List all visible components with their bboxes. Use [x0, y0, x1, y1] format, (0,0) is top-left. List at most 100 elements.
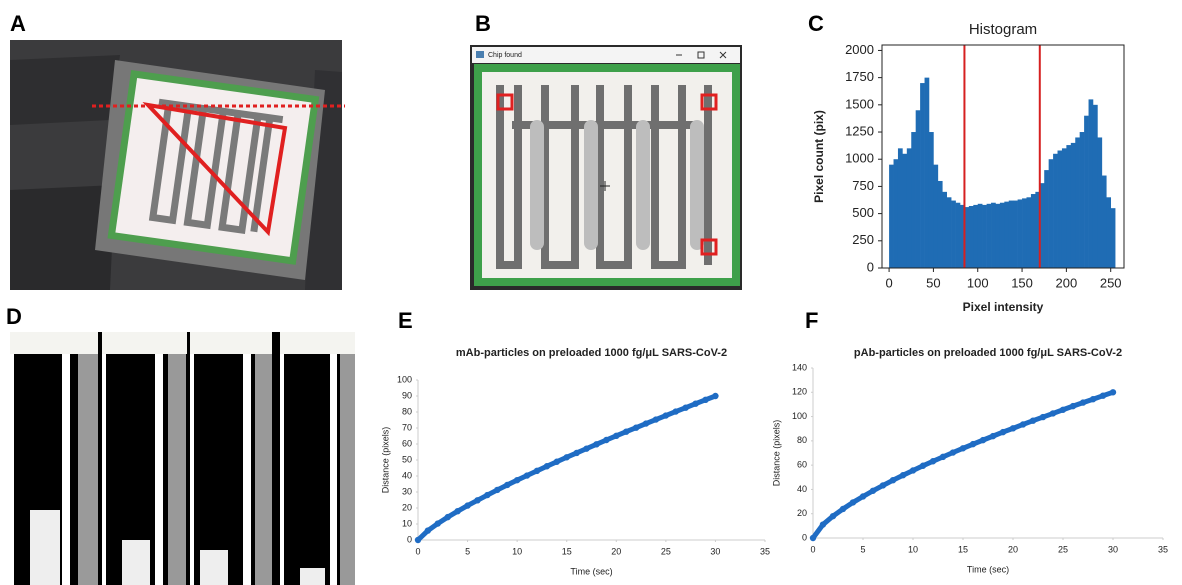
data-point [633, 424, 639, 430]
photo-d [10, 332, 355, 585]
panel-label: D [6, 304, 22, 329]
x-tick-label: 15 [562, 546, 572, 556]
y-tick-label: 250 [852, 232, 874, 247]
histogram-bar [1031, 194, 1036, 268]
histogram-bar [1084, 116, 1089, 268]
x-tick-label: 30 [710, 546, 720, 556]
data-point [850, 499, 856, 505]
data-point [1030, 418, 1036, 424]
histogram-bar [973, 205, 978, 268]
histogram-bar [987, 204, 992, 268]
x-tick-label: 250 [1100, 275, 1122, 290]
x-axis-label: Time (sec) [570, 566, 612, 576]
histogram-bar [951, 201, 956, 268]
histogram-bar [925, 78, 930, 268]
chart-title: pAb-particles on preloaded 1000 fg/μL SA… [854, 347, 1122, 359]
data-point [603, 437, 609, 443]
data-point [583, 445, 589, 451]
data-point [524, 472, 530, 478]
x-tick-label: 200 [1056, 275, 1078, 290]
x-axis-label: Pixel intensity [963, 300, 1044, 314]
histogram-bar [982, 205, 987, 268]
histogram-bar [1049, 159, 1054, 268]
data-point [1020, 421, 1026, 427]
x-tick-label: 10 [908, 544, 918, 554]
histogram-bar [911, 132, 916, 268]
panel-label: E [398, 308, 413, 333]
histogram-bar [969, 206, 974, 268]
x-tick-label: 150 [1011, 275, 1033, 290]
y-tick-label: 70 [402, 422, 412, 432]
y-tick-label: 750 [852, 178, 874, 193]
data-point [1040, 414, 1046, 420]
y-tick-label: 50 [402, 454, 412, 464]
data-point [544, 463, 550, 469]
histogram-bar [995, 204, 1000, 268]
x-tick-label: 35 [760, 546, 770, 556]
data-point [970, 441, 976, 447]
histogram-bar [894, 159, 899, 268]
data-point [920, 463, 926, 469]
y-tick-label: 20 [402, 502, 412, 512]
data-point [1080, 399, 1086, 405]
histogram-bar [1097, 137, 1102, 268]
x-tick-label: 25 [1058, 544, 1068, 554]
y-tick-label: 80 [797, 435, 807, 445]
data-point [415, 537, 421, 543]
y-tick-label: 20 [797, 508, 807, 518]
x-tick-label: 10 [512, 546, 522, 556]
data-point [990, 433, 996, 439]
x-tick-label: 35 [1158, 544, 1168, 554]
histogram-bar [907, 148, 912, 268]
data-point [870, 488, 876, 494]
y-tick-label: 0 [407, 534, 412, 544]
series-line [813, 392, 1113, 538]
data-point [573, 450, 579, 456]
histogram-bar [1102, 176, 1107, 268]
histogram-bar [1000, 203, 1005, 268]
y-tick-label: 40 [797, 484, 807, 494]
data-point [840, 506, 846, 512]
y-tick-label: 2000 [845, 42, 874, 57]
y-tick-label: 120 [792, 387, 807, 397]
data-point [890, 477, 896, 483]
y-tick-label: 0 [802, 532, 807, 542]
data-point [1050, 410, 1056, 416]
data-point [623, 428, 629, 434]
data-point [900, 472, 906, 478]
data-point [820, 521, 826, 527]
window-title: Chip found [488, 52, 522, 59]
y-tick-label: 90 [402, 390, 412, 400]
histogram-bar [1013, 201, 1018, 268]
data-point [464, 502, 470, 508]
y-tick-label: 1000 [845, 151, 874, 166]
data-point [860, 493, 866, 499]
photo-b: Chip found [470, 45, 742, 290]
x-tick-label: 100 [967, 275, 989, 290]
histogram-bar [929, 132, 934, 268]
data-point [702, 397, 708, 403]
x-tick-label: 0 [885, 275, 892, 290]
x-tick-label: 0 [810, 544, 815, 554]
data-point [435, 520, 441, 526]
x-tick-label: 20 [611, 546, 621, 556]
histogram-bar [1111, 208, 1116, 268]
data-point [534, 468, 540, 474]
chart-title: Histogram [969, 21, 1037, 38]
data-point [1100, 392, 1106, 398]
histogram-bar [1022, 198, 1027, 268]
data-point [564, 454, 570, 460]
data-point [673, 408, 679, 414]
data-point [504, 482, 510, 488]
data-point [1110, 389, 1116, 395]
data-point [484, 492, 490, 498]
histogram-bar [898, 148, 903, 268]
data-point [1000, 429, 1006, 435]
histogram-bar [1009, 201, 1014, 268]
x-tick-label: 25 [661, 546, 671, 556]
y-tick-label: 40 [402, 470, 412, 480]
x-tick-label: 30 [1108, 544, 1118, 554]
y-tick-label: 0 [867, 259, 874, 274]
y-tick-label: 1250 [845, 123, 874, 138]
y-tick-label: 100 [397, 374, 412, 384]
